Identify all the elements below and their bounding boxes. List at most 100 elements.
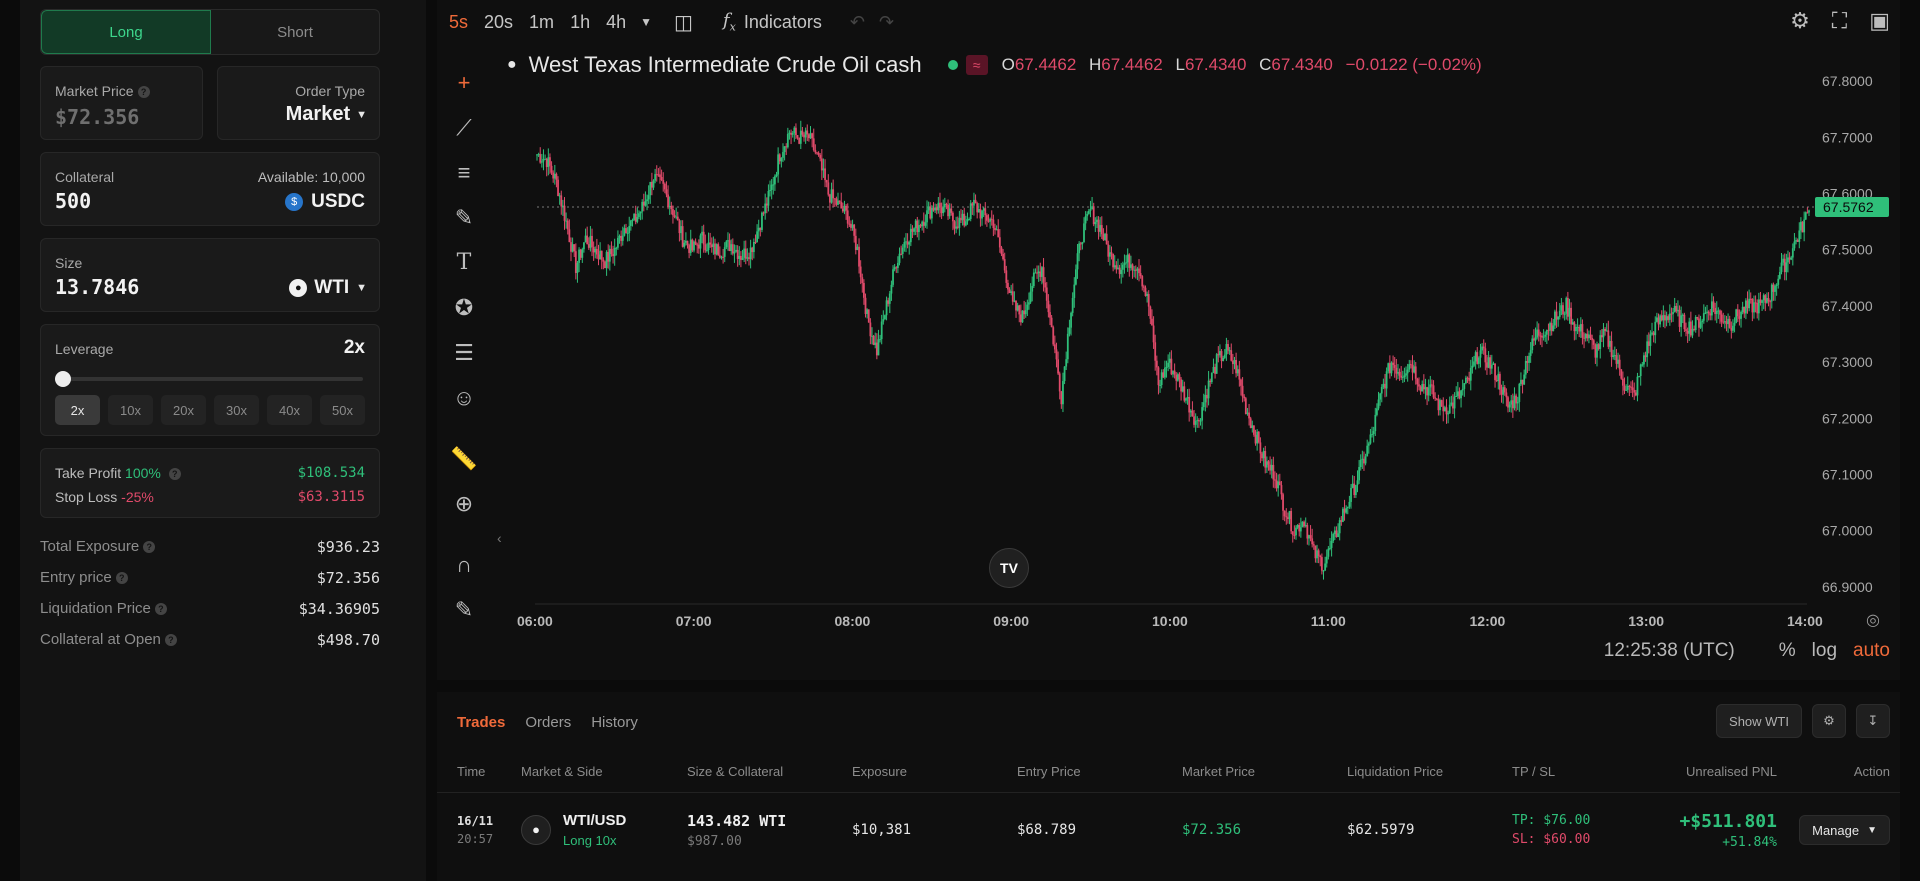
candle-body [778,154,781,162]
candle-body [900,253,903,255]
candle-body [981,210,983,219]
timeframe-20s[interactable]: 20s [484,11,514,32]
settings-gear-icon[interactable]: ⚙ [1812,704,1846,738]
leverage-slider-handle[interactable] [55,371,71,387]
leverage-preset-10x[interactable]: 10x [108,395,153,425]
info-icon[interactable]: ? [168,468,181,481]
zoom-in-icon[interactable]: ⊕ [454,490,474,516]
info-icon[interactable]: ? [143,541,156,554]
leverage-preset-40x[interactable]: 40x [267,395,312,425]
timeframe-4h[interactable]: 4h [606,11,627,32]
size-token-select[interactable]: ● WTI ▼ [289,277,367,299]
candle-body [558,195,561,197]
candle-body [751,247,754,253]
auto-scale-toggle[interactable]: auto [1853,640,1890,661]
drawing-tools: + ⟋ ≡ ✎ T ✪ ☰ ☺ 📏 ⊕ ∩ ✎ [437,60,491,632]
indicators-button[interactable]: Indicators [743,11,822,32]
percent-scale-toggle[interactable]: % [1778,640,1796,661]
info-icon[interactable]: ? [164,634,177,647]
candle-body [1086,213,1089,217]
short-tab[interactable]: Short [277,23,313,41]
candle-body [866,309,869,314]
candle-body [987,220,990,222]
tab-trades[interactable]: Trades [457,714,506,731]
candle-body [735,249,737,252]
leverage-preset-50x[interactable]: 50x [320,395,365,425]
fx-icon[interactable]: fx [722,10,736,34]
collapse-tools-icon[interactable]: ‹ [497,530,502,546]
crosshair-icon[interactable]: + [457,69,471,95]
candle-body [1380,387,1383,394]
timeframe-1m[interactable]: 1m [529,11,555,32]
candle-body [563,205,566,221]
info-icon[interactable]: ? [137,86,150,99]
show-market-button[interactable]: Show WTI [1716,704,1802,738]
chevron-down-icon[interactable]: ▼ [640,15,653,29]
candle-body [1265,461,1268,468]
leverage-preset-30x[interactable]: 30x [214,395,259,425]
info-icon[interactable]: ? [154,603,167,616]
ruler-icon[interactable]: 📏 [450,445,478,471]
candle-body [749,247,752,260]
candle-body [1766,298,1768,303]
candle-body [1340,520,1343,522]
candle-body [850,223,852,228]
candle-body [1141,276,1144,287]
tradingview-logo[interactable]: TV [989,548,1029,588]
candle-body [1173,370,1176,375]
redo-icon[interactable]: ↷ [878,11,895,32]
candle-body [1613,355,1616,357]
candle-body [1782,258,1785,263]
candle-body [1079,243,1082,245]
tp-sl-card[interactable]: Take Profit 100% ? $108.534 Stop Loss -2… [40,448,380,518]
forecast-icon[interactable]: ☰ [454,339,474,365]
collateral-input[interactable] [55,189,205,213]
tab-orders[interactable]: Orders [525,714,572,731]
timeframe-1h[interactable]: 1h [570,11,591,32]
pattern-icon[interactable]: ✪ [454,294,474,320]
candle-body [1094,222,1097,225]
candle-body [1382,383,1385,388]
leverage-slider-track[interactable] [55,377,363,381]
order-type-select[interactable]: Order Type Market ▼ [217,66,380,140]
tab-history[interactable]: History [591,714,638,731]
candle-body [1256,431,1259,444]
emoji-icon[interactable]: ☺ [452,384,476,410]
settings-gear-icon[interactable]: ⚙ [1790,8,1810,33]
candle-body [1541,335,1543,338]
fullscreen-icon[interactable]: ⛶ [1831,8,1848,33]
fib-lines-icon[interactable]: ≡ [457,159,471,185]
collateral-token[interactable]: $ USDC [285,191,365,213]
candle-body [1369,434,1372,444]
undo-icon[interactable]: ↶ [849,11,865,32]
trend-line-icon[interactable]: ⟋ [456,114,472,140]
size-input[interactable] [55,275,205,299]
candle-body [561,205,564,207]
lock-drawing-icon[interactable]: ✎ [454,596,474,622]
candle-body [1240,379,1242,386]
candle-body [659,174,661,178]
time-axis-settings-icon[interactable]: ◎ [1866,612,1880,629]
leverage-preset-20x[interactable]: 20x [161,395,206,425]
download-icon[interactable]: ↧ [1856,704,1890,738]
candle-body [1639,364,1642,377]
magnet-icon[interactable]: ∩ [456,551,472,577]
candle-body [1762,295,1765,301]
manage-button[interactable]: Manage ▼ [1799,815,1890,845]
candle-body [649,181,652,196]
camera-icon[interactable]: ▣ [1869,8,1890,33]
info-icon[interactable]: ? [115,572,128,585]
long-tab[interactable]: Long [41,10,211,54]
candle-body [617,237,619,248]
market-price-value: $72.356 [55,105,140,129]
leverage-preset-2x[interactable]: 2x [55,395,100,425]
candle-body [1723,321,1726,323]
brush-icon[interactable]: ✎ [454,204,474,230]
text-tool-icon[interactable]: T [456,250,472,275]
collateral-label: Collateral [55,169,115,185]
timeframe-5s[interactable]: 5s [449,11,469,32]
log-scale-toggle[interactable]: log [1811,640,1838,661]
candle-body [1620,369,1623,379]
candle-body [893,267,896,270]
candle-style-icon[interactable]: ◫ [674,11,693,34]
